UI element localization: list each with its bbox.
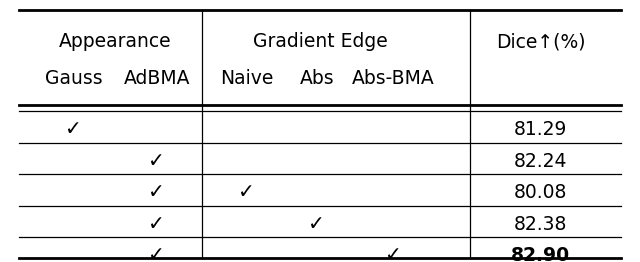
Text: ✓: ✓ [238, 183, 255, 202]
Text: ✓: ✓ [148, 246, 165, 262]
Text: ✓: ✓ [148, 152, 165, 171]
Text: Abs-BMA: Abs-BMA [352, 69, 435, 88]
Text: Naive: Naive [220, 69, 273, 88]
Text: ✓: ✓ [65, 120, 82, 139]
Text: 82.90: 82.90 [511, 246, 570, 262]
Text: AdBMA: AdBMA [124, 69, 190, 88]
Text: ✓: ✓ [308, 215, 325, 233]
Text: 82.24: 82.24 [514, 152, 568, 171]
Text: 80.08: 80.08 [514, 183, 568, 202]
Text: ✓: ✓ [148, 183, 165, 202]
Text: 81.29: 81.29 [514, 120, 568, 139]
Text: Appearance: Appearance [59, 32, 172, 51]
Text: Dice↑(%): Dice↑(%) [496, 32, 586, 51]
Text: 82.38: 82.38 [514, 215, 568, 233]
Text: ✓: ✓ [385, 246, 402, 262]
Text: Gauss: Gauss [45, 69, 102, 88]
Text: ✓: ✓ [148, 215, 165, 233]
Text: Abs: Abs [300, 69, 334, 88]
Text: Gradient Edge: Gradient Edge [253, 32, 387, 51]
